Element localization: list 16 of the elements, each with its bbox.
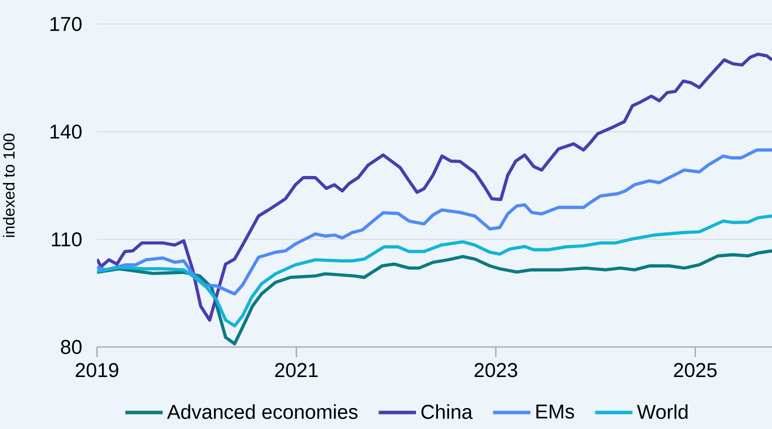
- x-tick-label: 2023: [474, 363, 518, 378]
- line-series: [97, 249, 772, 346]
- legend-label: China: [421, 404, 473, 419]
- legend-label: World: [636, 404, 688, 419]
- legend-label: EMs: [536, 404, 574, 419]
- line-series: [97, 52, 772, 322]
- x-tick-label: 2025: [674, 363, 717, 378]
- y-axis-title: indexed to 100: [2, 134, 15, 237]
- x-tick-label: 2021: [275, 363, 318, 378]
- x-tick-label: 2019: [76, 363, 118, 378]
- y-tick-label: 80: [60, 340, 82, 354]
- y-tick-label: 170: [50, 16, 82, 32]
- line-series: [97, 214, 772, 328]
- y-tick-label: 110: [52, 232, 82, 246]
- legend-label: Advanced economies: [167, 404, 358, 419]
- y-tick-label: 140: [50, 124, 82, 139]
